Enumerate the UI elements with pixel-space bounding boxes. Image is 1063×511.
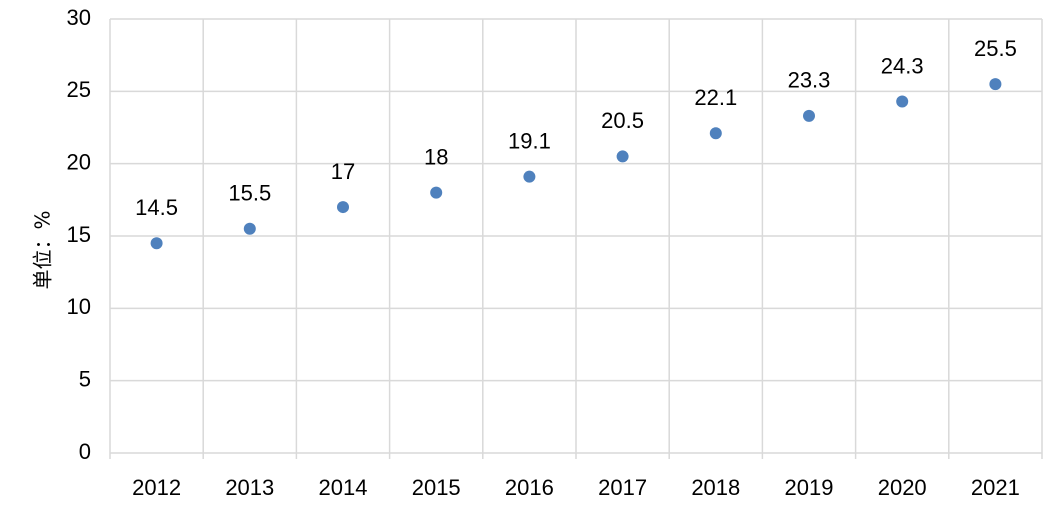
data-point [430, 186, 443, 199]
y-tick-label: 0 [79, 439, 91, 464]
y-tick-label: 10 [67, 294, 91, 319]
x-tick-label: 2021 [971, 475, 1020, 500]
x-tick-label: 2013 [225, 475, 274, 500]
data-label: 25.5 [974, 36, 1017, 61]
data-label: 17 [331, 159, 355, 184]
x-tick-label: 2016 [505, 475, 554, 500]
data-point [896, 95, 909, 108]
data-point [243, 222, 256, 235]
data-point [523, 170, 536, 183]
x-tick-label: 2017 [598, 475, 647, 500]
data-label: 19.1 [508, 128, 551, 153]
gridlines [109, 18, 1043, 459]
data-point [150, 237, 163, 250]
y-axis-ticks: 0 5 10 15 20 25 30 [67, 5, 91, 464]
y-axis-title: 单位：% [31, 210, 55, 289]
data-label: 15.5 [228, 181, 271, 206]
x-tick-label: 2012 [132, 475, 181, 500]
y-tick-label: 30 [67, 5, 91, 30]
data-point [616, 150, 629, 163]
x-tick-label: 2020 [878, 475, 927, 500]
data-point [989, 78, 1002, 91]
x-tick-label: 2015 [412, 475, 461, 500]
data-label: 18 [424, 144, 448, 169]
data-label: 22.1 [694, 85, 737, 110]
data-label: 23.3 [788, 68, 831, 93]
data-points [150, 78, 1002, 250]
data-label: 24.3 [881, 53, 924, 78]
data-point [709, 127, 722, 140]
data-labels: 14.5 15.5 17 18 19.1 20.5 22.1 23.3 24.3 25.5 [135, 36, 1017, 220]
data-point [337, 201, 349, 214]
x-axis-ticks: 2012 2013 2014 2015 2016 2017 2018 2019 2020 2021 [132, 475, 1020, 500]
y-tick-label: 5 [79, 366, 91, 391]
y-tick-label: 15 [67, 222, 91, 247]
x-tick-label: 2018 [691, 475, 740, 500]
x-tick-label: 2014 [319, 475, 368, 500]
data-label: 20.5 [601, 108, 644, 133]
data-label: 14.5 [135, 195, 178, 220]
y-tick-label: 25 [67, 77, 91, 102]
data-point [803, 109, 815, 122]
x-tick-label: 2019 [785, 475, 834, 500]
y-tick-label: 20 [67, 149, 91, 174]
